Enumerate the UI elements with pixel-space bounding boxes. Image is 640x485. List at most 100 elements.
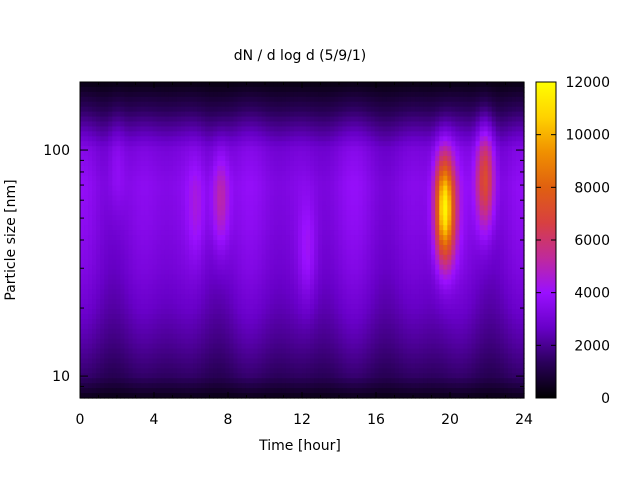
heatmap-row <box>80 170 525 177</box>
heatmap-cell <box>88 82 93 88</box>
heatmap-cell <box>386 165 392 172</box>
heatmap-cell <box>269 91 275 98</box>
heatmap-cell <box>213 249 218 256</box>
heatmap-cell <box>455 96 461 103</box>
heatmap-cell <box>362 264 368 271</box>
heatmap-cell <box>447 126 452 132</box>
heatmap-cell <box>184 205 190 211</box>
heatmap-cell <box>221 106 226 113</box>
heatmap-cell <box>362 235 368 241</box>
heatmap-cell <box>394 215 400 221</box>
heatmap-cell <box>467 215 473 221</box>
heatmap-cell <box>100 141 105 147</box>
heatmap-cell <box>164 111 170 118</box>
heatmap-cell <box>277 82 283 88</box>
heatmap-cell <box>338 235 343 241</box>
heatmap-cell <box>100 121 105 128</box>
heatmap-cell <box>269 230 275 236</box>
heatmap-cell <box>100 284 105 290</box>
heatmap-cell <box>193 151 198 157</box>
heatmap-cell <box>326 210 331 216</box>
heatmap-cell <box>193 210 198 216</box>
heatmap-cell <box>229 161 234 167</box>
heatmap-cell <box>479 205 485 211</box>
heatmap-cell <box>229 156 234 162</box>
heatmap-cell <box>451 190 456 197</box>
heatmap-cell <box>463 195 469 202</box>
heatmap-cell <box>483 284 489 290</box>
heatmap-cell <box>354 86 360 93</box>
heatmap-cell <box>136 200 142 207</box>
heatmap-cell <box>221 101 226 108</box>
heatmap-cell <box>362 121 368 128</box>
heatmap-cell <box>205 200 210 207</box>
heatmap-cell <box>140 240 146 246</box>
heatmap-cell <box>209 244 214 251</box>
heatmap-cell <box>120 284 125 290</box>
heatmap-cell <box>221 225 226 231</box>
heatmap-cell <box>277 230 283 236</box>
heatmap-cell <box>306 131 311 137</box>
heatmap-cell <box>116 274 121 281</box>
heatmap-cell <box>245 165 251 172</box>
heatmap-cell <box>156 289 162 295</box>
heatmap-cell <box>172 195 178 202</box>
heatmap-cell <box>209 220 214 226</box>
heatmap-cell <box>346 299 352 305</box>
heatmap-cell <box>346 116 352 123</box>
heatmap-cell <box>475 215 481 221</box>
heatmap-cell <box>221 240 226 246</box>
heatmap-cell <box>229 244 234 251</box>
heatmap-cell <box>293 279 299 286</box>
heatmap-cell <box>423 284 428 290</box>
heatmap-cell <box>394 175 400 182</box>
heatmap-cell <box>503 264 509 271</box>
heatmap-cell <box>370 185 376 192</box>
heatmap-cell <box>475 289 481 295</box>
heatmap-cell <box>152 284 158 290</box>
heatmap-cell <box>382 254 388 261</box>
heatmap-cell <box>128 106 134 113</box>
heatmap-cell <box>370 165 376 172</box>
heatmap-cell <box>326 190 331 197</box>
heatmap-cell <box>410 289 416 295</box>
heatmap-cell <box>419 210 424 216</box>
heatmap-cell <box>410 121 416 128</box>
heatmap-cell <box>257 254 263 261</box>
heatmap-cell <box>253 161 259 167</box>
heatmap-cell <box>112 106 117 113</box>
heatmap-cell <box>205 175 210 182</box>
heatmap-cell <box>213 146 218 152</box>
heatmap-cell <box>435 185 440 192</box>
heatmap-cell <box>362 106 368 113</box>
heatmap-cell <box>188 185 194 192</box>
heatmap-cell <box>229 116 234 123</box>
heatmap-cell <box>378 96 384 103</box>
heatmap-cell <box>455 215 461 221</box>
heatmap-cell <box>310 111 315 118</box>
heatmap-cell <box>374 111 380 118</box>
heatmap-cell <box>160 210 166 216</box>
heatmap-cell <box>180 259 186 266</box>
heatmap-cell <box>354 185 360 192</box>
heatmap-cell <box>297 274 303 281</box>
heatmap-cell <box>330 91 335 98</box>
heatmap-cells <box>80 82 525 399</box>
heatmap-cell <box>382 284 388 290</box>
heatmap-cell <box>144 254 150 261</box>
heatmap-cell <box>96 175 101 182</box>
heatmap-cell <box>176 180 182 187</box>
heatmap-cell <box>459 136 465 142</box>
heatmap-cell <box>269 121 275 128</box>
heatmap-cell <box>334 215 339 221</box>
heatmap-cell <box>390 249 396 256</box>
heatmap-cell <box>382 195 388 202</box>
heatmap-cell <box>402 96 408 103</box>
heatmap-cell <box>419 156 424 162</box>
heatmap-cell <box>495 161 501 167</box>
heatmap-cell <box>140 220 146 226</box>
heatmap-cell <box>148 165 154 172</box>
heatmap-cell <box>225 161 230 167</box>
heatmap-cell <box>394 225 400 231</box>
heatmap-cell <box>148 170 154 177</box>
